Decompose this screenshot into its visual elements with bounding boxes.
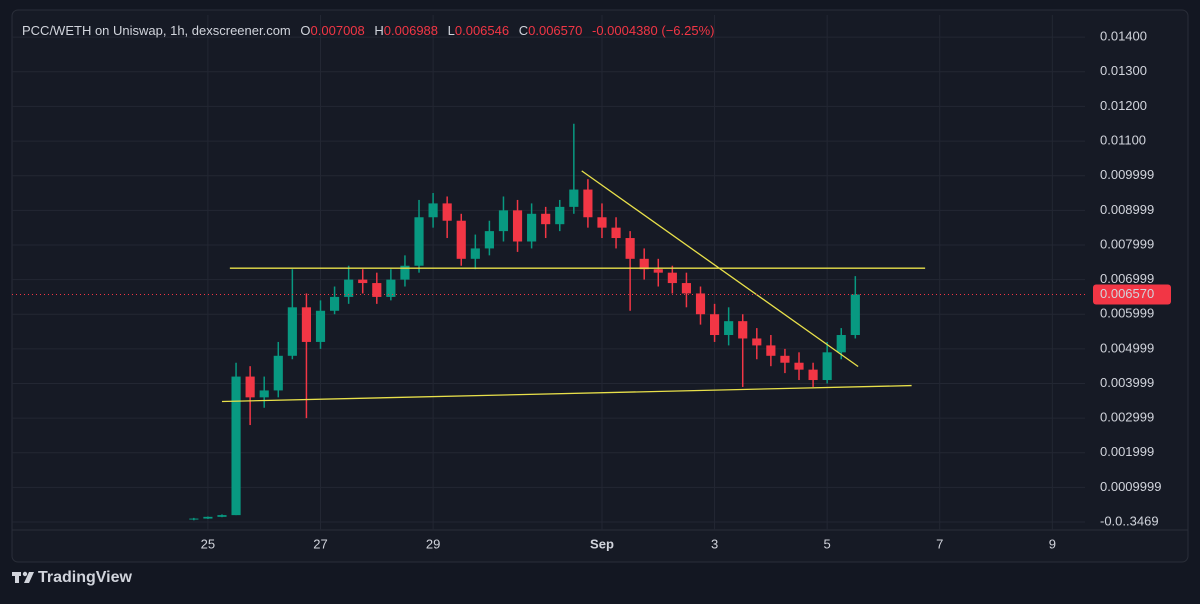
high-value: 0.006988	[384, 23, 438, 38]
x-tick-label: Sep	[590, 536, 614, 551]
candle-body	[372, 283, 382, 297]
candle-body	[752, 338, 762, 346]
y-tick-label: 0.003999	[1100, 375, 1154, 390]
candle-body	[470, 248, 480, 259]
candle-body	[695, 293, 706, 315]
y-tick-label: 0.006999	[1100, 271, 1154, 286]
candle-body	[850, 294, 860, 336]
y-tick-label: 0.009999	[1100, 167, 1154, 182]
open-value: 0.007008	[311, 23, 365, 38]
open-label: O	[300, 23, 310, 38]
trendline	[581, 170, 859, 368]
x-tick-label: 25	[201, 536, 215, 551]
candle-body	[709, 314, 720, 336]
candle-body	[245, 376, 255, 398]
candle-body	[738, 321, 748, 339]
candle-body	[555, 206, 565, 225]
candle-body	[597, 217, 607, 228]
low-label: L	[448, 23, 455, 38]
x-tick-label: 9	[1049, 536, 1056, 551]
y-tick-label: 0.01300	[1100, 63, 1147, 78]
candle-body	[344, 279, 354, 297]
y-tick-label: 0.0009999	[1100, 479, 1161, 494]
last-price-tag	[1093, 284, 1171, 305]
x-tick-label: 7	[936, 536, 943, 551]
close-value: 0.006570	[528, 23, 582, 38]
candle-body	[667, 272, 677, 284]
candle-body	[639, 258, 649, 270]
candle-body	[808, 369, 818, 381]
chart-header: PCC/WETH on Uniswap, 1h, dexscreener.com…	[22, 23, 715, 38]
candle-body	[414, 217, 424, 266]
candle-body	[836, 335, 846, 353]
candle-body	[484, 231, 494, 249]
close-label: C	[519, 23, 528, 38]
candle-body	[681, 283, 691, 294]
y-tick-label: 0.008999	[1100, 202, 1154, 217]
candle-body	[541, 213, 551, 225]
candle-body	[231, 376, 241, 516]
y-tick-label: 0.01400	[1100, 29, 1147, 44]
x-tick-label: 3	[711, 536, 718, 551]
candle-body	[794, 362, 804, 370]
symbol: PCC/WETH on Uniswap, 1h, dexscreener.com	[22, 23, 291, 38]
low-value: 0.006546	[455, 23, 509, 38]
last-price-label: 0.006570	[1100, 286, 1154, 301]
candle-body	[400, 265, 410, 280]
candle-body	[301, 307, 312, 342]
y-tick-label: 0.001999	[1100, 444, 1154, 459]
candle-body	[358, 279, 368, 284]
x-tick-label: 27	[313, 536, 327, 551]
candle-body	[569, 189, 579, 207]
y-tick-label: 0.01100	[1100, 133, 1146, 148]
brand-logo	[12, 571, 34, 583]
x-tick-label: 5	[824, 536, 831, 551]
candle-body	[653, 269, 663, 273]
y-tick-label: 0.002999	[1100, 410, 1154, 425]
candle-body	[217, 515, 227, 517]
chart-panel	[11, 9, 1189, 563]
candle-body	[766, 345, 776, 356]
plot-area	[12, 15, 1085, 530]
x-tick-label: 29	[426, 536, 440, 551]
candle-body	[527, 213, 537, 242]
candle-body	[583, 189, 593, 218]
candle-body	[625, 238, 635, 259]
candle-body	[512, 210, 523, 242]
candle-body	[428, 203, 438, 218]
candle-body	[386, 279, 396, 297]
y-tick-label: -0.0..3469	[1100, 513, 1159, 528]
y-tick-label: 0.005999	[1100, 306, 1154, 321]
candle-body	[822, 352, 832, 381]
y-tick-label: 0.004999	[1100, 340, 1154, 355]
trendline	[221, 384, 912, 403]
y-tick-label: 0.007999	[1100, 236, 1154, 251]
candle-body	[189, 518, 199, 520]
candle-body	[203, 516, 213, 519]
candle-body	[315, 310, 326, 342]
change-value: -0.0004380 (−6.25%)	[592, 23, 715, 38]
candle-body	[724, 321, 734, 336]
candle-body	[456, 220, 466, 259]
high-label: H	[374, 23, 383, 38]
candle-body	[259, 390, 269, 398]
candle-body	[273, 355, 283, 391]
brand-name: TradingView	[38, 569, 133, 586]
y-tick-label: 0.01200	[1100, 98, 1147, 113]
candle-body	[287, 307, 297, 356]
candle-body	[442, 203, 452, 221]
candle-body	[498, 210, 509, 232]
candle-body	[780, 355, 790, 363]
candle-body	[330, 296, 340, 311]
candle-body	[611, 227, 621, 239]
